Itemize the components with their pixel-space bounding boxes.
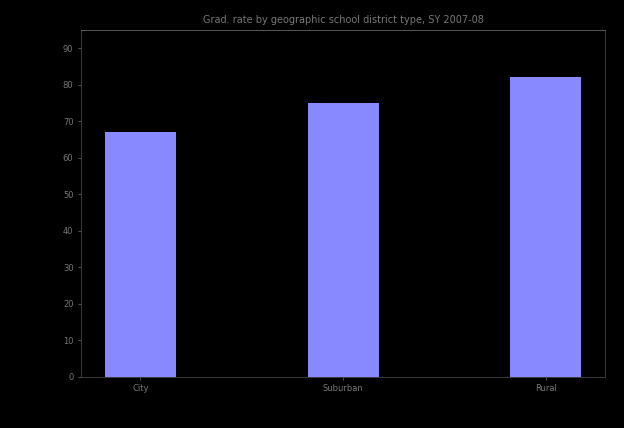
Bar bbox=[105, 132, 176, 377]
Title: Grad. rate by geographic school district type, SY 2007-08: Grad. rate by geographic school district… bbox=[203, 15, 484, 25]
Bar bbox=[510, 77, 582, 377]
Bar bbox=[308, 103, 379, 377]
